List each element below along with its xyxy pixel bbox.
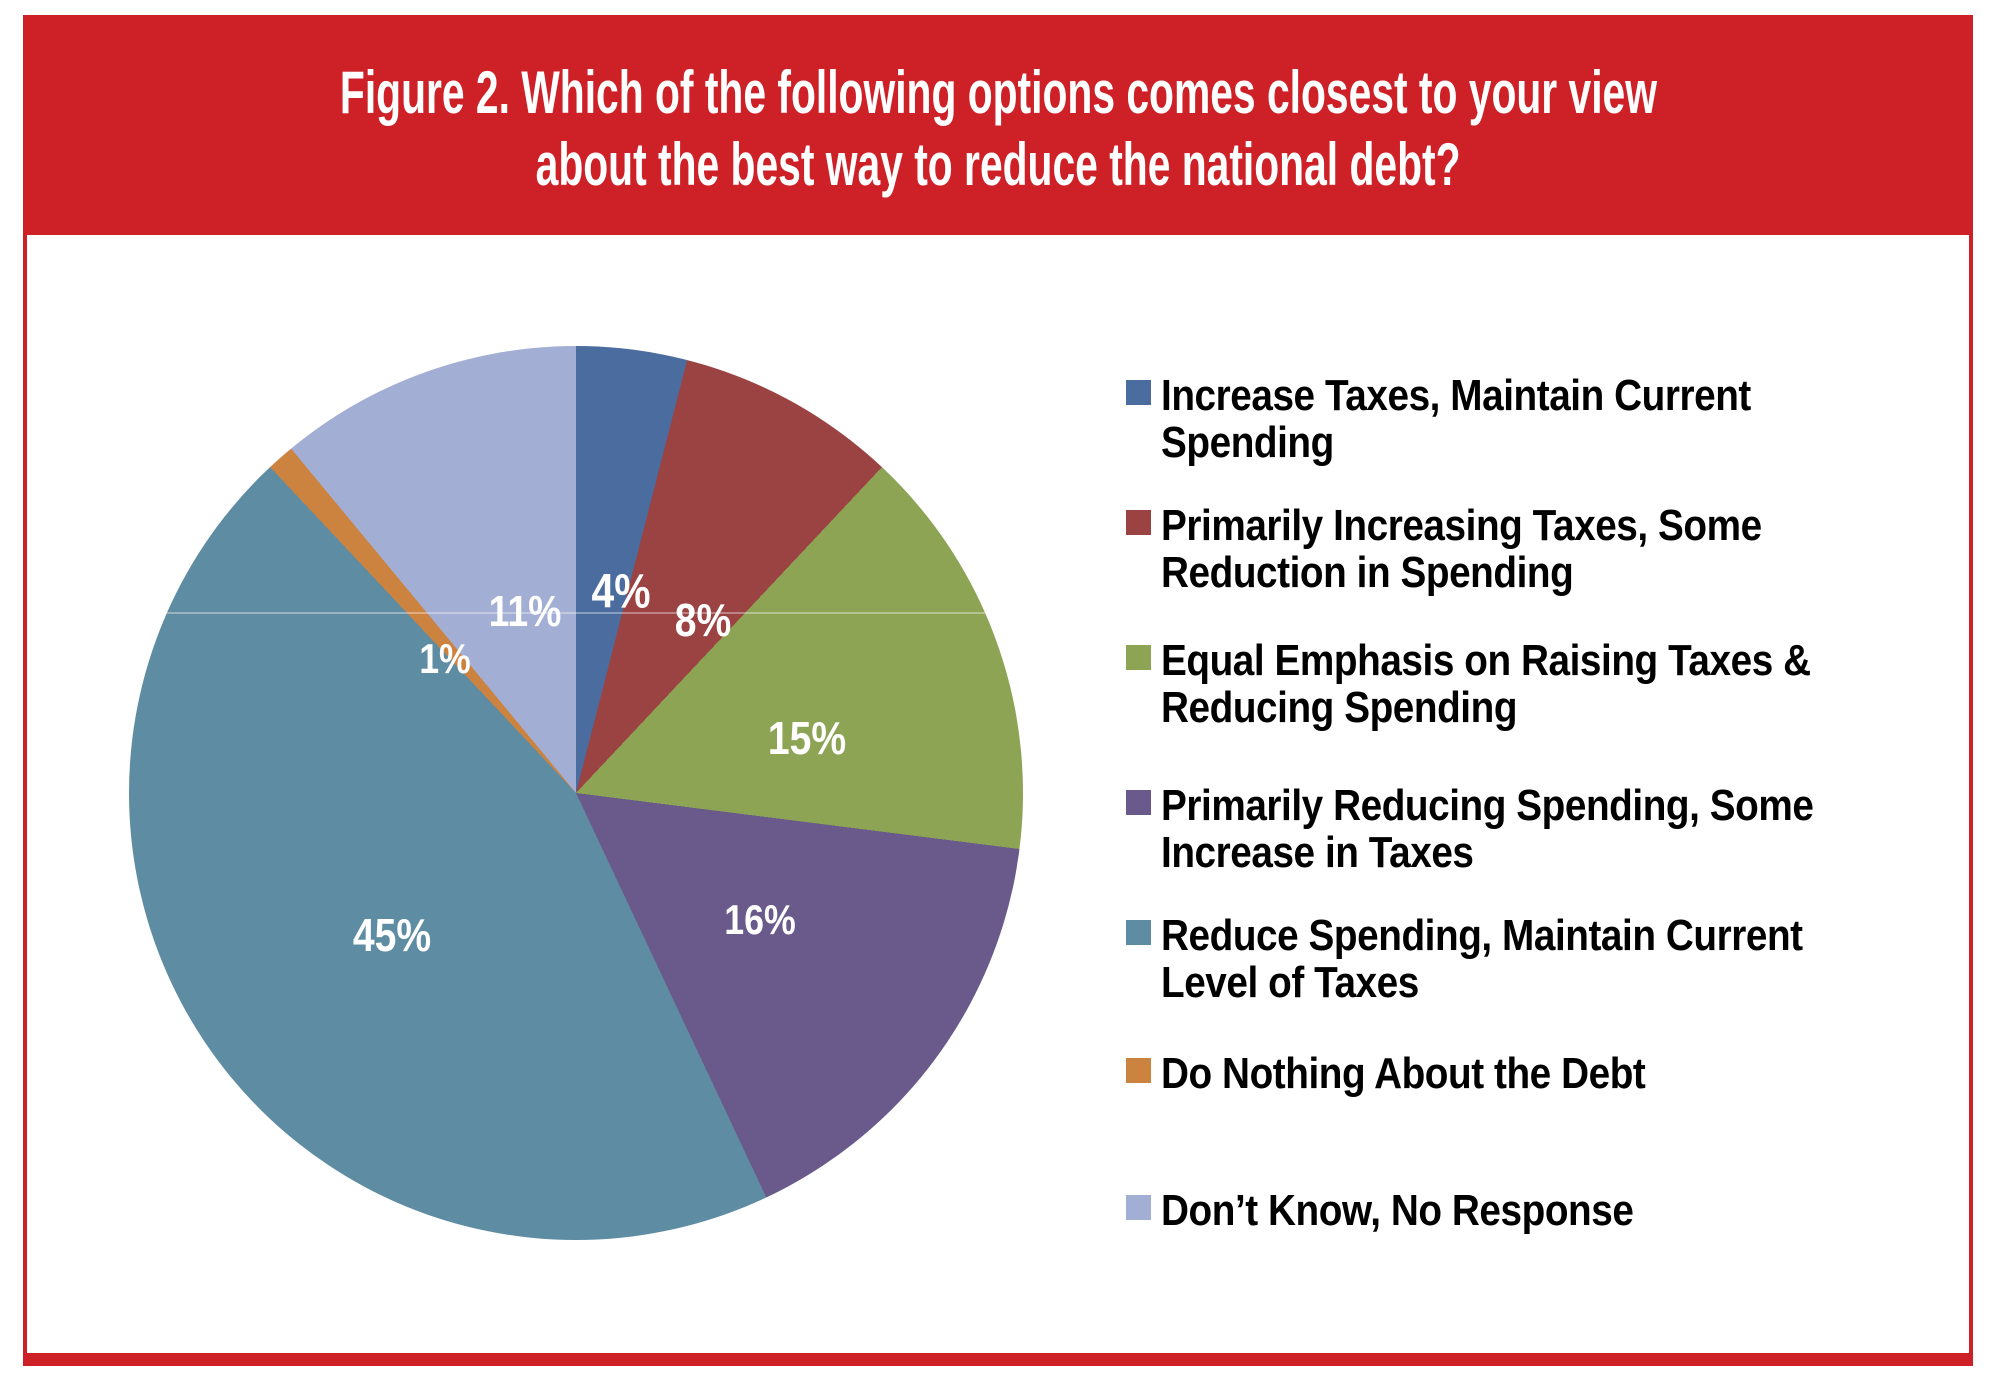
pie-slice-label: 1% [418, 634, 471, 682]
legend-item: Primarily Increasing Taxes, Some Reducti… [1126, 502, 1996, 596]
pie-chart [129, 346, 1023, 1240]
legend-swatch [1126, 1058, 1151, 1083]
figure-title-banner: Figure 2. Which of the following options… [27, 15, 1969, 239]
legend-swatch [1126, 645, 1151, 670]
legend-item: Primarily Reducing Spending, Some Increa… [1126, 782, 1996, 876]
figure-title-line2: about the best way to reduce the nationa… [535, 131, 1461, 198]
legend-swatch [1126, 1195, 1151, 1220]
legend-item: Do Nothing About the Debt [1126, 1050, 1996, 1097]
legend-label: Reduce Spending, Maintain Current Level … [1161, 911, 1803, 1007]
pie-chart-area: 4% 8% 15% 16% 45% 1% 11% Increase Taxes, Maint… [27, 235, 1969, 1353]
legend-label: Primarily Reducing Spending, Some Increa… [1161, 781, 1814, 877]
legend-label: Do Nothing About the Debt [1161, 1049, 1646, 1098]
legend-swatch [1126, 380, 1151, 405]
legend-swatch [1126, 790, 1151, 815]
legend-swatch [1126, 920, 1151, 945]
horizontal-gridline [129, 612, 1023, 614]
legend-label: Don’t Know, No Response [1161, 1186, 1634, 1235]
legend-item: Don’t Know, No Response [1126, 1187, 1996, 1234]
legend-swatch [1126, 510, 1151, 535]
legend-item: Reduce Spending, Maintain Current Level … [1126, 912, 1996, 1006]
legend-label: Increase Taxes, Maintain Current Spendin… [1161, 371, 1751, 467]
legend-item: Equal Emphasis on Raising Taxes & Reduci… [1126, 637, 1996, 731]
figure-title-line1: Figure 2. Which of the following options… [339, 59, 1657, 126]
pie-slice-label: 11% [488, 587, 562, 637]
legend-item: Increase Taxes, Maintain Current Spendin… [1126, 372, 1996, 466]
legend-label: Primarily Increasing Taxes, Some Reducti… [1161, 501, 1762, 597]
legend-label: Equal Emphasis on Raising Taxes & Reduci… [1161, 636, 1811, 732]
pie-slice-label: 45% [352, 909, 432, 962]
figure-frame: Figure 2. Which of the following options… [23, 15, 1973, 1366]
pie-slice-label: 16% [724, 895, 796, 943]
pie-slice-label: 8% [674, 594, 732, 647]
pie-slice-label: 15% [767, 712, 846, 765]
pie-slice-label: 4% [591, 565, 651, 619]
